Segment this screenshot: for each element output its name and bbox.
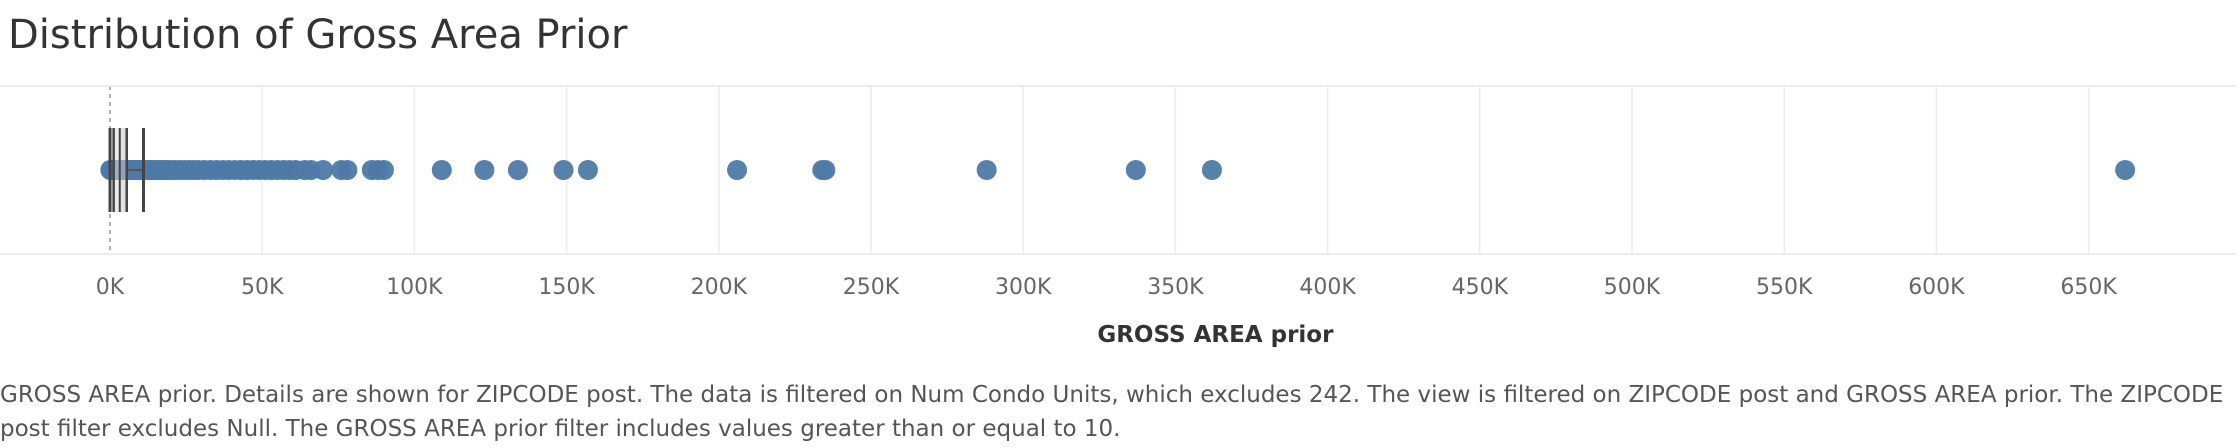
data-point bbox=[976, 160, 997, 180]
data-point bbox=[507, 160, 528, 180]
x-axis-ticks: 0K 50K 100K 150K 200K 250K 300K 350K 400K 450K 500… bbox=[96, 275, 2118, 300]
data-point bbox=[474, 160, 495, 180]
data-points bbox=[100, 160, 2136, 180]
x-tick-label: 350K bbox=[1147, 275, 1204, 300]
x-tick-label: 450K bbox=[1452, 275, 1509, 300]
x-tick-label: 50K bbox=[241, 275, 284, 300]
x-tick-label: 150K bbox=[538, 275, 595, 300]
data-point bbox=[1125, 160, 1146, 180]
x-tick-label: 100K bbox=[386, 275, 443, 300]
data-point bbox=[815, 160, 836, 180]
x-tick-label: 250K bbox=[843, 275, 900, 300]
box-upper-half bbox=[119, 128, 127, 212]
x-tick-label: 0K bbox=[96, 275, 125, 300]
data-point bbox=[1201, 160, 1222, 180]
gridlines bbox=[109, 86, 2090, 254]
data-point bbox=[2115, 160, 2136, 180]
data-point bbox=[373, 160, 394, 180]
strip-plot: 0K 50K 100K 150K 200K 250K 300K 350K 400K 450K 500… bbox=[0, 85, 2236, 348]
x-tick-label: 600K bbox=[1908, 275, 1965, 300]
data-point bbox=[727, 160, 748, 180]
chart-title: Distribution of Gross Area Prior bbox=[8, 12, 628, 58]
plot-frame bbox=[0, 85, 2236, 255]
data-point bbox=[577, 160, 598, 180]
x-tick-label: 300K bbox=[995, 275, 1052, 300]
box-lower-half bbox=[113, 128, 120, 212]
data-point bbox=[337, 160, 358, 180]
x-tick-label: 650K bbox=[2060, 275, 2117, 300]
x-tick-label: 550K bbox=[1756, 275, 1813, 300]
x-tick-label: 400K bbox=[1299, 275, 1356, 300]
data-point bbox=[431, 160, 452, 180]
data-point bbox=[313, 160, 334, 180]
box-plot bbox=[108, 128, 145, 212]
x-tick-label: 200K bbox=[691, 275, 748, 300]
data-point bbox=[553, 160, 574, 180]
chart-caption: GROSS AREA prior. Details are shown for … bbox=[0, 382, 2224, 442]
x-tick-label: 500K bbox=[1604, 275, 1661, 300]
x-axis-title: GROSS AREA prior bbox=[1097, 322, 1334, 348]
